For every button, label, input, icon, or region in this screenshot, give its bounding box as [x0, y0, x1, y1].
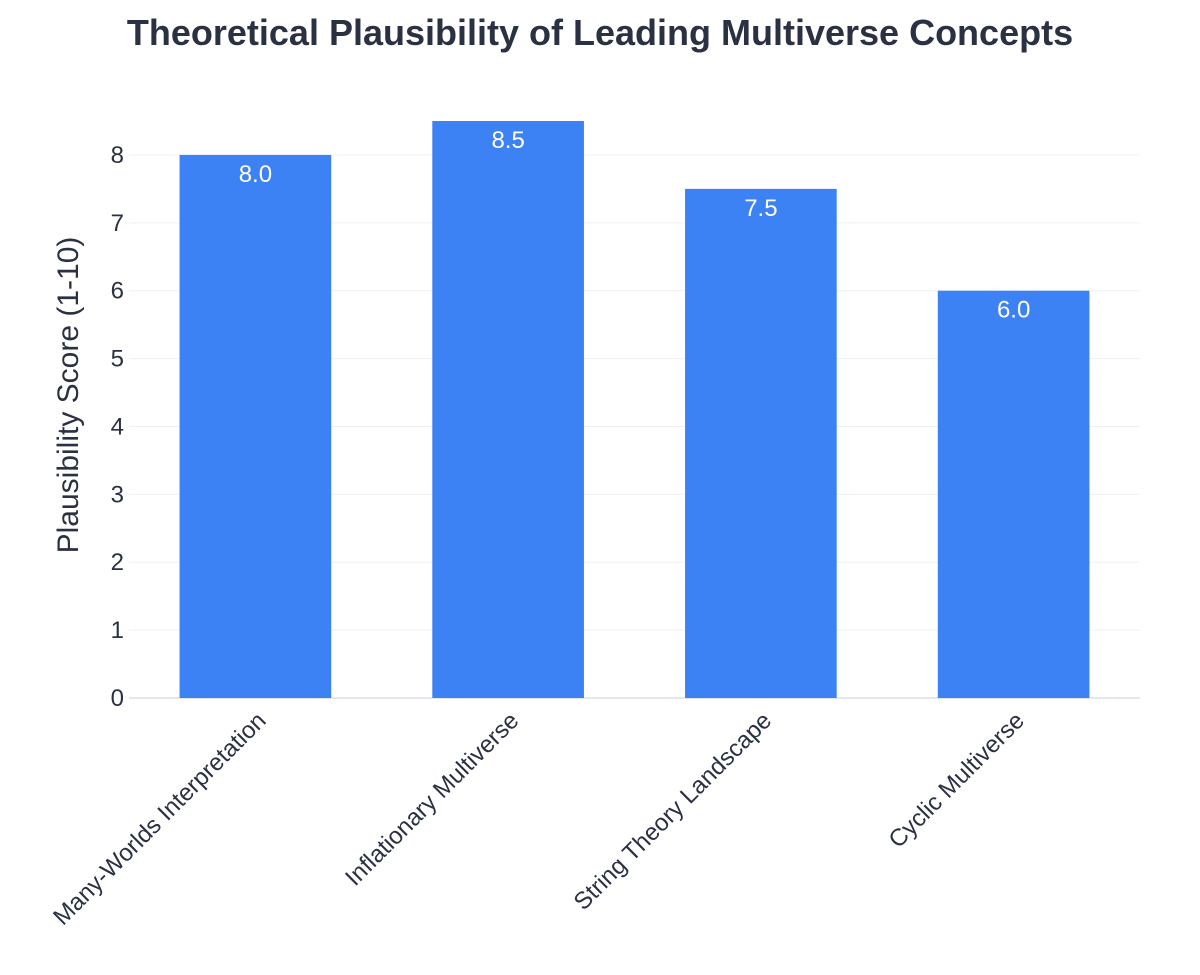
- bar-value-label: 8.5: [491, 127, 524, 154]
- y-tick-label: 8: [111, 142, 124, 169]
- y-tick-label: 2: [111, 549, 124, 576]
- x-tick-label: String Theory Landscape: [569, 707, 777, 915]
- bar-value-label: 8.0: [239, 161, 272, 188]
- bars: 8.0 8.5 7.5 6.0: [179, 121, 1090, 699]
- y-tick-label: 6: [111, 278, 124, 305]
- bar-value-label: 7.5: [744, 195, 777, 222]
- bar: [432, 121, 584, 698]
- y-tick-label: 7: [111, 210, 124, 237]
- y-tick-label: 5: [111, 346, 124, 373]
- bar: [179, 154, 332, 699]
- x-tick-label: Inflationary Multiverse: [340, 707, 524, 891]
- bar-value-label: 6.0: [997, 297, 1030, 324]
- y-tick-label: 3: [111, 481, 124, 508]
- x-tick-label: Many-Worlds Interpretation: [48, 707, 271, 930]
- x-axis-ticks: Many-Worlds Interpretation Inflationary M…: [48, 707, 1030, 930]
- y-tick-label: 0: [111, 685, 124, 712]
- y-axis-ticks: 0 1 2 3 4 5 6 7 8: [111, 142, 124, 712]
- y-axis-title: Plausibility Score (1-10): [52, 237, 85, 554]
- bar: [937, 290, 1090, 698]
- x-tick-label: Cyclic Multiverse: [883, 707, 1029, 853]
- y-tick-label: 4: [111, 413, 124, 440]
- bar: [685, 188, 837, 698]
- chart-title: Theoretical Plausibility of Leading Mult…: [127, 12, 1073, 53]
- y-tick-label: 1: [111, 617, 124, 644]
